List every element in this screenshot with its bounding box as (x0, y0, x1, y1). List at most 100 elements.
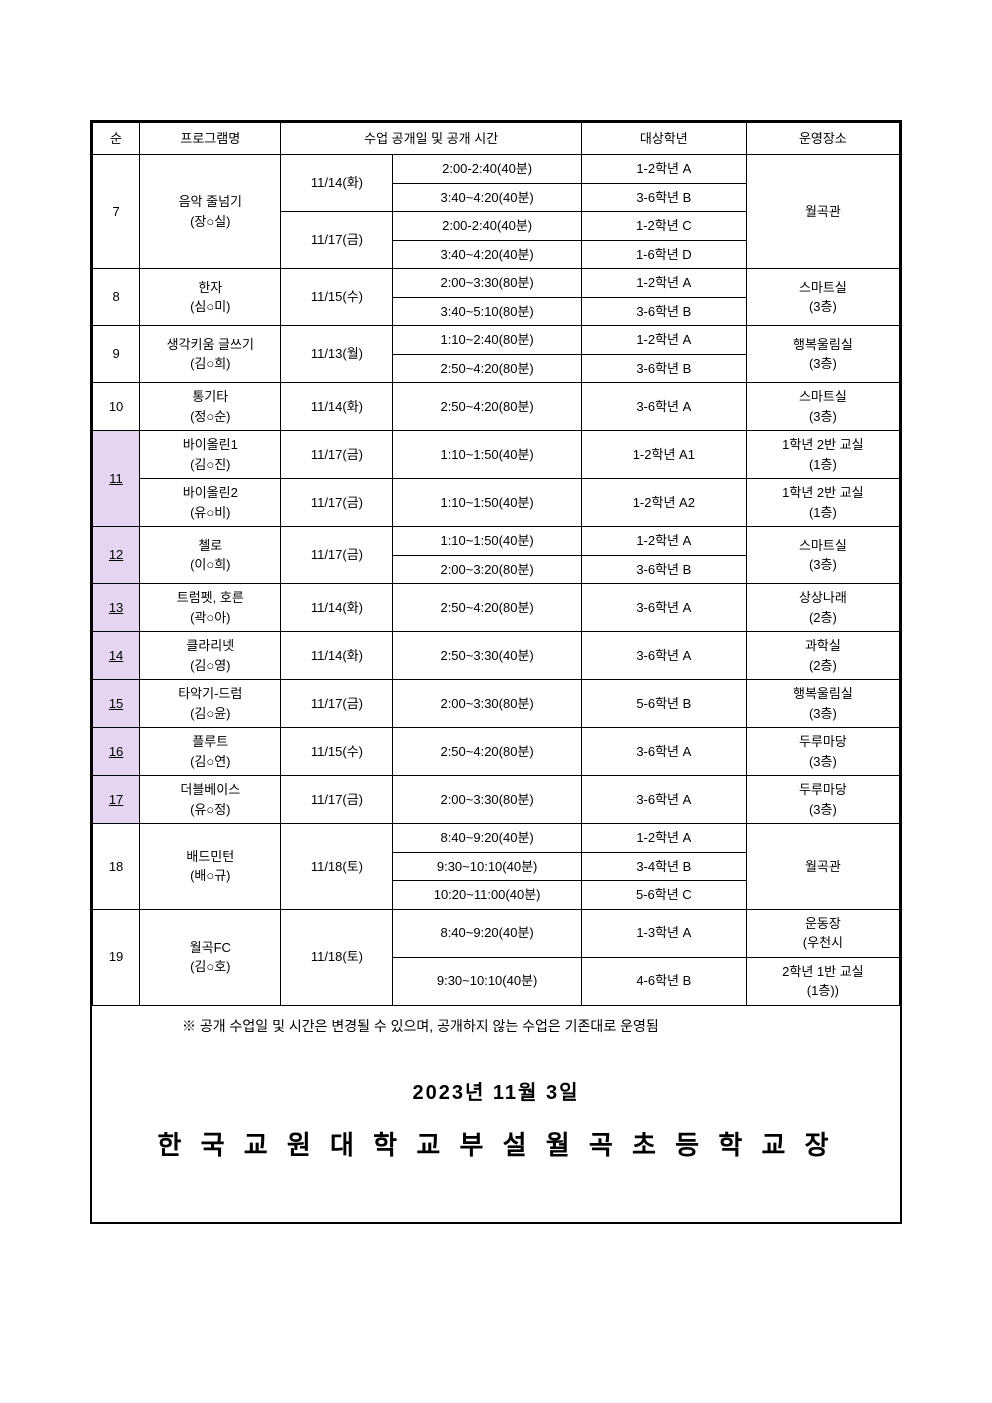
session-date: 11/13(월) (281, 326, 393, 383)
session-grade: 1-2학년 A2 (581, 479, 746, 527)
session-grade: 5-6학년 C (581, 881, 746, 910)
session-date: 11/14(화) (281, 155, 393, 212)
session-time: 8:40~9:20(40분) (393, 909, 581, 957)
session-date: 11/17(금) (281, 527, 393, 584)
session-time: 2:00~3:20(80분) (393, 555, 581, 584)
program: 통기타(정○순) (140, 383, 281, 431)
session-time: 9:30~10:10(40분) (393, 852, 581, 881)
row-num: 13 (93, 584, 140, 632)
th-program: 프로그램명 (140, 123, 281, 155)
row-num: 7 (93, 155, 140, 269)
location: 스마트실(3층) (746, 527, 899, 584)
location: 2학년 1반 교실(1층)) (746, 957, 899, 1005)
session-time: 2:50~3:30(40분) (393, 632, 581, 680)
session-date: 11/15(수) (281, 728, 393, 776)
session-grade: 1-2학년 A (581, 527, 746, 556)
program: 생각키움 글쓰기(김○희) (140, 326, 281, 383)
session-date: 11/17(금) (281, 776, 393, 824)
session-grade: 3-6학년 A (581, 383, 746, 431)
program: 음악 줄넘기(장○실) (140, 155, 281, 269)
schedule-table: 순 프로그램명 수업 공개일 및 공개 시간 대상학년 운영장소 7음악 줄넘기… (92, 122, 900, 1006)
session-time: 2:50~4:20(80분) (393, 584, 581, 632)
session-date: 11/17(금) (281, 431, 393, 479)
location: 두루마당(3층) (746, 728, 899, 776)
session-time: 1:10~1:50(40분) (393, 527, 581, 556)
location: 두루마당(3층) (746, 776, 899, 824)
program: 플루트(김○연) (140, 728, 281, 776)
location: 상상나래(2층) (746, 584, 899, 632)
th-num: 순 (93, 123, 140, 155)
location: 월곡관 (746, 155, 899, 269)
page-border: 순 프로그램명 수업 공개일 및 공개 시간 대상학년 운영장소 7음악 줄넘기… (90, 120, 902, 1224)
session-grade: 3-6학년 B (581, 555, 746, 584)
th-schedule: 수업 공개일 및 공개 시간 (281, 123, 581, 155)
session-grade: 1-2학년 A (581, 326, 746, 355)
session-time: 1:10~1:50(40분) (393, 431, 581, 479)
session-date: 11/17(금) (281, 479, 393, 527)
session-date: 11/18(토) (281, 824, 393, 910)
session-time: 3:40~4:20(40분) (393, 183, 581, 212)
program: 더블베이스(유○정) (140, 776, 281, 824)
date-line: 2023년 11월 3일 (92, 1076, 900, 1105)
location: 행복울림실(3층) (746, 680, 899, 728)
program: 첼로(이○희) (140, 527, 281, 584)
th-grade: 대상학년 (581, 123, 746, 155)
program: 한자(심○미) (140, 269, 281, 326)
session-time: 9:30~10:10(40분) (393, 957, 581, 1005)
row-num: 9 (93, 326, 140, 383)
session-grade: 3-6학년 A (581, 776, 746, 824)
program: 타악기-드럼(김○윤) (140, 680, 281, 728)
row-num: 10 (93, 383, 140, 431)
session-time: 2:00~3:30(80분) (393, 680, 581, 728)
session-date: 11/15(수) (281, 269, 393, 326)
session-grade: 3-6학년 B (581, 297, 746, 326)
session-date: 11/14(화) (281, 584, 393, 632)
session-time: 3:40~5:10(80분) (393, 297, 581, 326)
session-time: 2:50~4:20(80분) (393, 354, 581, 383)
principal: 한 국 교 원 대 학 교 부 설 월 곡 초 등 학 교 장 (92, 1125, 900, 1162)
location: 스마트실(3층) (746, 269, 899, 326)
program: 월곡FC(김○호) (140, 909, 281, 1005)
location: 과학실(2층) (746, 632, 899, 680)
session-grade: 4-6학년 B (581, 957, 746, 1005)
program: 배드민턴(배○규) (140, 824, 281, 910)
session-grade: 3-6학년 B (581, 354, 746, 383)
session-time: 2:00-2:40(40분) (393, 155, 581, 184)
session-grade: 5-6학년 B (581, 680, 746, 728)
session-grade: 1-2학년 C (581, 212, 746, 241)
location: 월곡관 (746, 824, 899, 910)
location: 1학년 2반 교실(1층) (746, 431, 899, 479)
note: ※ 공개 수업일 및 시간은 변경될 수 있으며, 공개하지 않는 수업은 기존… (182, 1016, 810, 1036)
session-time: 2:00~3:30(80분) (393, 269, 581, 298)
session-grade: 1-2학년 A (581, 824, 746, 853)
row-num: 11 (93, 431, 140, 527)
row-num: 15 (93, 680, 140, 728)
session-time: 3:40~4:20(40분) (393, 240, 581, 269)
session-grade: 1-3학년 A (581, 909, 746, 957)
th-location: 운영장소 (746, 123, 899, 155)
session-time: 1:10~1:50(40분) (393, 479, 581, 527)
session-grade: 1-2학년 A (581, 155, 746, 184)
session-grade: 3-4학년 B (581, 852, 746, 881)
session-time: 2:00~3:30(80분) (393, 776, 581, 824)
row-num: 17 (93, 776, 140, 824)
row-num: 8 (93, 269, 140, 326)
row-num: 18 (93, 824, 140, 910)
row-num: 12 (93, 527, 140, 584)
session-grade: 1-2학년 A1 (581, 431, 746, 479)
program: 바이올린2(유○비) (140, 479, 281, 527)
session-grade: 1-2학년 A (581, 269, 746, 298)
session-date: 11/18(토) (281, 909, 393, 1005)
row-num: 19 (93, 909, 140, 1005)
session-grade: 3-6학년 A (581, 632, 746, 680)
program: 트럼펫, 호른(곽○아) (140, 584, 281, 632)
session-date: 11/14(화) (281, 632, 393, 680)
session-time: 2:00-2:40(40분) (393, 212, 581, 241)
program: 클라리넷(김○영) (140, 632, 281, 680)
session-time: 10:20~11:00(40분) (393, 881, 581, 910)
session-date: 11/17(금) (281, 212, 393, 269)
location: 운동장(우천시 (746, 909, 899, 957)
session-date: 11/14(화) (281, 383, 393, 431)
session-time: 8:40~9:20(40분) (393, 824, 581, 853)
location: 행복울림실(3층) (746, 326, 899, 383)
